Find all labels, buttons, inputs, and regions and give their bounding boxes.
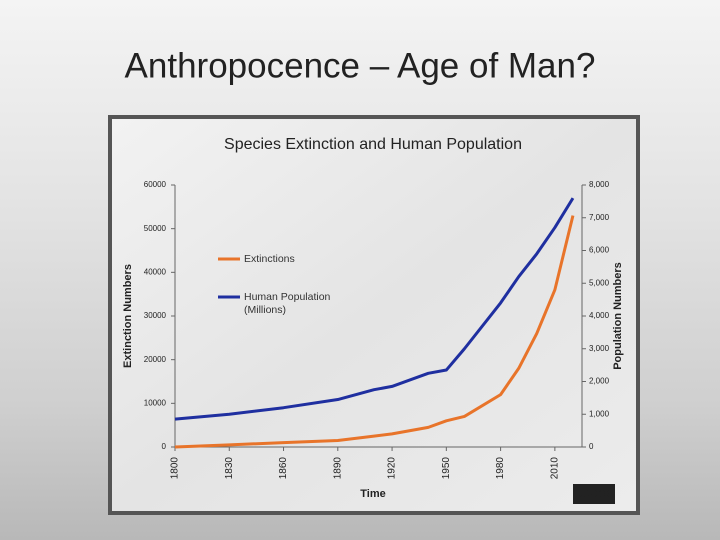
y2-tick-label: 6,000 [589, 246, 610, 255]
y2-tick-label: 0 [589, 442, 594, 451]
y-tick-label: 20000 [144, 355, 167, 364]
legend-label: Human Population (Millions) [244, 291, 331, 316]
chart-panel [112, 119, 636, 511]
series-line [174, 215, 575, 449]
y-tick-label: 30000 [144, 311, 167, 320]
y-tick-label: 60000 [144, 180, 167, 189]
x-tick-label: 1920 [387, 457, 398, 480]
y2-tick-label: 3,000 [589, 344, 610, 353]
x-tick-label: 1830 [224, 457, 235, 480]
y2-tick-label: 4,000 [589, 311, 610, 320]
y2-axis-title: Population Numbers [612, 262, 624, 370]
x-tick-label: 1980 [495, 457, 506, 480]
x-tick-label: 1890 [332, 457, 343, 480]
x-tick-label: 1950 [441, 457, 452, 480]
y-tick-label: 50000 [144, 224, 167, 233]
y-tick-label: 40000 [144, 267, 167, 276]
y-axis-title: Extinction Numbers [122, 264, 134, 368]
x-tick-label: 1860 [278, 457, 289, 480]
y2-tick-label: 2,000 [589, 377, 610, 386]
slide-title: Anthropocence – Age of Man? [125, 46, 596, 85]
x-axis-title: Time [360, 488, 385, 500]
logo-box [573, 484, 615, 504]
y2-tick-label: 7,000 [589, 213, 610, 222]
logo: USGS [578, 488, 609, 500]
series-line [174, 197, 575, 421]
y2-tick-label: 8,000 [589, 180, 610, 189]
y2-tick-label: 1,000 [589, 409, 610, 418]
y-tick-label: 0 [162, 442, 167, 451]
legend-label: Extinctions [244, 253, 295, 265]
y2-tick-label: 5,000 [589, 278, 610, 287]
x-tick-label: 1800 [170, 457, 181, 480]
x-tick-label: 2010 [550, 457, 561, 480]
y-tick-label: 10000 [144, 398, 167, 407]
chart-title: Species Extinction and Human Population [224, 136, 522, 153]
